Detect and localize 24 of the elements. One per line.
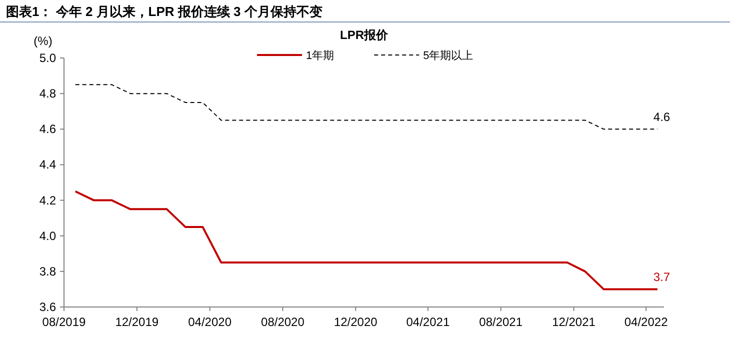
x-tick-label: 08/2020	[261, 315, 305, 329]
x-tick-label: 04/2022	[624, 315, 668, 329]
x-tick-label: 12/2021	[552, 315, 596, 329]
x-tick-label: 08/2019	[42, 315, 86, 329]
legend-title: LPR报价	[340, 28, 389, 42]
annotation: 4.6	[653, 110, 670, 124]
y-tick-label: 4.6	[39, 122, 56, 136]
y-tick-label: 3.8	[39, 264, 56, 278]
legend-label: 1年期	[306, 50, 334, 62]
y-tick-label: 4.4	[39, 158, 56, 172]
y-tick-label: 5.0	[39, 51, 56, 65]
y-tick-label: 3.6	[39, 300, 56, 314]
y-tick-label: 4.2	[39, 193, 56, 208]
x-tick-label: 12/2020	[334, 315, 378, 329]
y-axis-title: (%)	[34, 34, 52, 48]
y-tick-label: 4.0	[39, 228, 56, 243]
x-tick-label: 04/2020	[188, 315, 232, 329]
annotation: 3.7	[653, 270, 670, 284]
x-tick-label: 12/2019	[115, 315, 159, 329]
x-tick-label: 08/2021	[479, 315, 523, 329]
chart-title: 图表1： 今年 2 月以来，LPR 报价连续 3 个月保持不变	[6, 4, 322, 19]
legend-label: 5年期以上	[423, 49, 474, 62]
y-tick-label: 4.8	[39, 86, 56, 101]
x-tick-label: 04/2021	[406, 315, 450, 329]
